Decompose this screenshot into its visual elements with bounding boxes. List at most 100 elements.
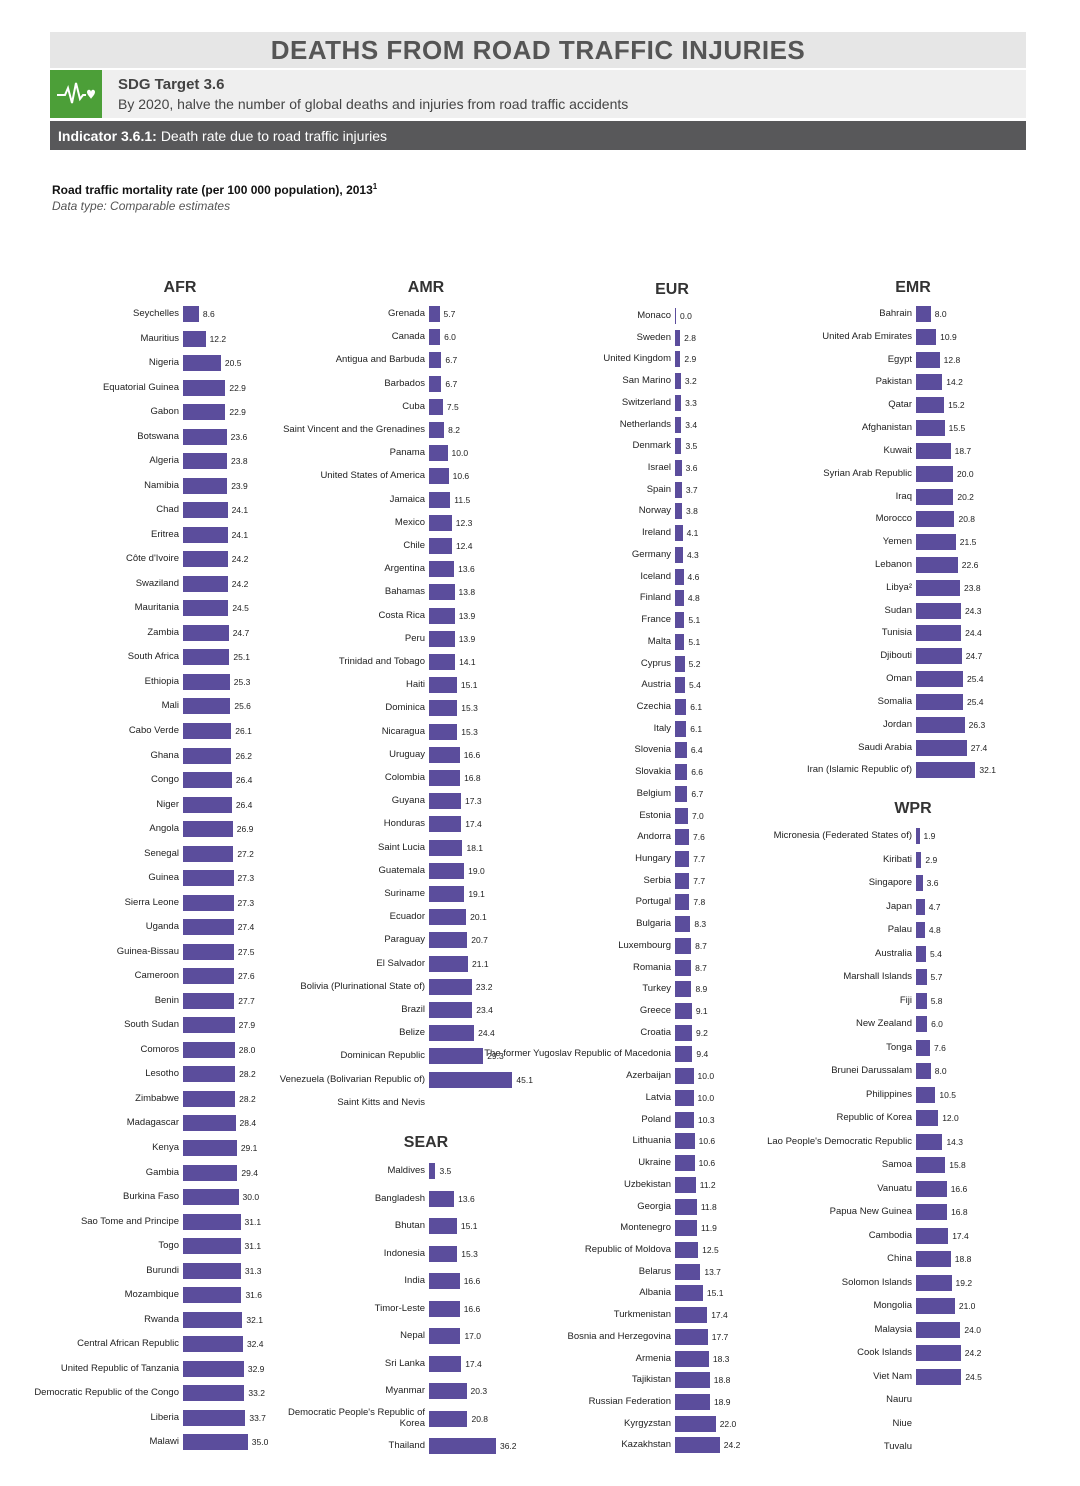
bar-value-label: 18.8	[954, 1254, 972, 1264]
bar-value-label: 28.2	[239, 1069, 256, 1079]
bar-row-iran-islamic-republic-of: Iran (Islamic Republic of) 32.1	[0, 760, 1080, 780]
country-label: Comoros	[140, 1044, 179, 1055]
country-label: Cook Islands	[857, 1347, 912, 1358]
country-label: Guinea-Bissau	[116, 946, 179, 957]
bar-value-label: 25.4	[966, 697, 984, 707]
bar-row-vanuatu: Vanuatu 16.6	[0, 1179, 1080, 1199]
country-label: Slovakia	[635, 766, 671, 777]
bar-value-label: 4.7	[928, 902, 941, 912]
bar-value-label: 18.3	[712, 1354, 730, 1364]
bar-row-slovenia: Slovenia 6.4	[0, 740, 1080, 760]
bar-row-estonia: Estonia 7.0	[0, 806, 1080, 826]
country-label: Niger	[156, 799, 179, 810]
bar	[429, 793, 461, 809]
bar-value-label: 24.2	[964, 1348, 982, 1358]
country-label: Tuvalu	[883, 1441, 912, 1452]
country-label: Guinea	[148, 872, 179, 883]
bar-value-label: 5.8	[930, 996, 943, 1006]
bar-value-label: 15.2	[948, 400, 965, 410]
bar	[916, 443, 951, 459]
bar	[183, 355, 221, 371]
bar	[429, 352, 442, 368]
country-label: Burundi	[146, 1265, 179, 1276]
bar-value-label: 24.2	[231, 579, 249, 589]
bar-value-label: 13.7	[704, 1267, 721, 1277]
bar-row-venezuela-bolivarian-republic-of: Venezuela (Bolivarian Republic of) 45.1	[0, 1070, 1080, 1090]
bar-value-label: 27.5	[237, 947, 255, 957]
country-label: Venezuela (Bolivarian Republic of)	[279, 1074, 425, 1085]
country-label: Hungary	[635, 853, 671, 864]
country-label: Antigua and Barbuda	[335, 354, 425, 365]
bar-value-label: 4.3	[686, 550, 699, 560]
country-label: Tonga	[886, 1042, 912, 1053]
bar-value-label: 17.4	[952, 1231, 969, 1241]
country-label: Ireland	[641, 527, 671, 538]
bar-value-label: 17.3	[465, 796, 482, 806]
bar-row-iraq: Iraq 20.2	[0, 487, 1080, 507]
country-label: Vanuatu	[877, 1183, 912, 1194]
bar-row-tonga: Tonga 7.6	[0, 1038, 1080, 1058]
bar-value-label: 33.7	[249, 1413, 266, 1423]
bar-row-guatemala: Guatemala 19.0	[0, 861, 1080, 881]
chart-subtitle: Data type: Comparable estimates	[52, 199, 231, 213]
bar	[675, 634, 685, 650]
bar-row-singapore: Singapore 3.6	[0, 873, 1080, 893]
bar-value-label: 10.5	[939, 1090, 956, 1100]
bar-value-label: 29.4	[241, 1168, 258, 1178]
bar-value-label: 16.8	[464, 773, 481, 783]
country-label: Syrian Arab Republic	[823, 468, 912, 479]
country-label: Niue	[892, 1418, 912, 1429]
bar-row-madagascar: Madagascar 28.4	[0, 1113, 1080, 1133]
country-label: Dominican Republic	[340, 1050, 425, 1061]
bar-row-china: China 18.8	[0, 1249, 1080, 1269]
bar-value-label: 27.3	[237, 873, 255, 883]
bar	[916, 1298, 955, 1314]
bar-row-nepal: Nepal 17.0	[0, 1326, 1080, 1346]
bar-row-israel: Israel 3.6	[0, 458, 1080, 478]
bar	[916, 511, 955, 527]
bar	[429, 1218, 457, 1234]
bar	[675, 503, 683, 519]
bar-row-tuvalu: Tuvalu	[0, 1437, 1080, 1457]
bar-value-label: 24.5	[232, 603, 249, 613]
bar-value-label: 27.4	[970, 743, 988, 753]
country-label: Viet Nam	[873, 1371, 912, 1382]
bar-value-label: 12.2	[209, 334, 227, 344]
heartbeat-icon	[50, 70, 102, 118]
bar	[675, 916, 691, 932]
bar-value-label: 9.4	[696, 1049, 709, 1059]
country-label: Suriname	[384, 888, 425, 899]
country-label: Belize	[399, 1027, 425, 1038]
country-label: Chile	[403, 540, 425, 551]
bar-value-label: 15.8	[949, 1160, 966, 1170]
bar-value-label: 17.0	[464, 1331, 481, 1341]
bar	[916, 603, 961, 619]
bar	[916, 397, 945, 413]
country-label: Iceland	[640, 571, 671, 582]
bar-row-botswana: Botswana 23.6	[0, 427, 1080, 447]
bar	[675, 1264, 701, 1280]
bar	[183, 1140, 237, 1156]
country-label: Jordan	[882, 719, 912, 730]
bar	[183, 1410, 246, 1426]
bar-row-albania: Albania 15.1	[0, 1283, 1080, 1303]
country-label: Guyana	[391, 795, 425, 806]
bar-row-zimbabwe: Zimbabwe 28.2	[0, 1089, 1080, 1109]
bar-value-label: 10.9	[940, 332, 957, 342]
bar	[675, 1437, 720, 1453]
bar-value-label: 4.8	[928, 925, 941, 935]
country-label: Yemen	[882, 536, 912, 547]
bar-value-label: 29.1	[240, 1143, 258, 1153]
country-label: Azerbaijan	[626, 1070, 671, 1081]
country-label: Sudan	[884, 605, 912, 616]
bar-row-azerbaijan: Azerbaijan 10.0	[0, 1066, 1080, 1086]
bar-row-united-republic-of-tanzania: United Republic of Tanzania 32.9	[0, 1359, 1080, 1379]
country-label: Libya²	[886, 582, 912, 593]
bar-row-panama: Panama 10.0	[0, 443, 1080, 463]
country-label: Somalia	[877, 696, 912, 707]
bar	[429, 747, 460, 763]
bar-value-label: 3.5	[685, 441, 698, 451]
bar	[675, 851, 690, 867]
bar	[916, 1369, 962, 1385]
bar	[675, 1133, 695, 1149]
